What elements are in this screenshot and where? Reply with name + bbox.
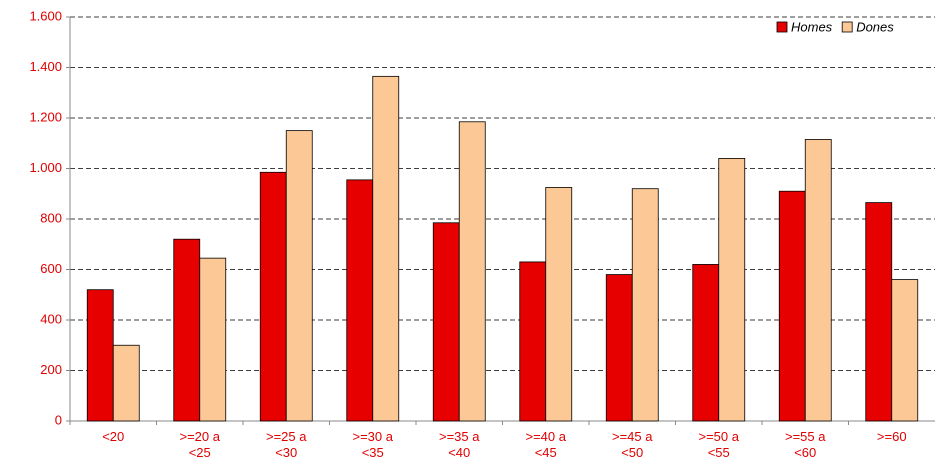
bar	[865, 202, 893, 422]
y-tick-label: 1.400	[29, 59, 62, 74]
x-tick-label: <20	[102, 429, 125, 444]
bar	[173, 238, 201, 422]
legend-label: Homes	[791, 19, 833, 34]
x-tick-label: >=50 a <55	[698, 429, 740, 460]
bar	[631, 188, 659, 422]
x-tick-label: >=55 a <60	[785, 429, 826, 460]
bar	[519, 261, 547, 422]
bar	[804, 139, 832, 422]
bar	[86, 289, 114, 422]
x-tick-label: >=25 a <30	[266, 429, 307, 460]
bar	[285, 130, 313, 422]
bar	[718, 157, 746, 422]
bar	[891, 279, 919, 422]
y-tick-label: 1.600	[29, 8, 62, 23]
bar	[545, 187, 573, 422]
bar	[259, 171, 287, 422]
y-tick-label: 600	[40, 261, 62, 276]
x-tick-label: >=30 a <35	[352, 429, 394, 460]
bar	[778, 190, 806, 422]
bar	[112, 344, 140, 422]
legend-label: Dones	[856, 19, 894, 34]
x-tick-label: >=20 a <25	[179, 429, 221, 460]
y-tick-label: 800	[40, 210, 62, 225]
x-tick-label: >=60	[876, 429, 907, 444]
bar	[605, 274, 633, 422]
bar	[458, 121, 486, 422]
x-tick-label: >=45 a <50	[612, 429, 653, 460]
bar	[692, 264, 720, 422]
legend-swatch	[776, 21, 788, 33]
bar	[372, 75, 400, 422]
y-tick-label: 400	[40, 311, 62, 326]
bar	[346, 179, 374, 422]
y-tick-label: 0	[55, 412, 62, 427]
y-tick-label: 200	[40, 362, 62, 377]
bar	[432, 222, 460, 422]
legend-swatch	[841, 21, 853, 33]
y-tick-label: 1.000	[29, 160, 62, 175]
y-tick-label: 1.200	[29, 109, 62, 124]
x-tick-label: >=40 a <45	[525, 429, 567, 460]
bar	[199, 257, 227, 422]
x-tick-label: >=35 a <40	[439, 429, 480, 460]
